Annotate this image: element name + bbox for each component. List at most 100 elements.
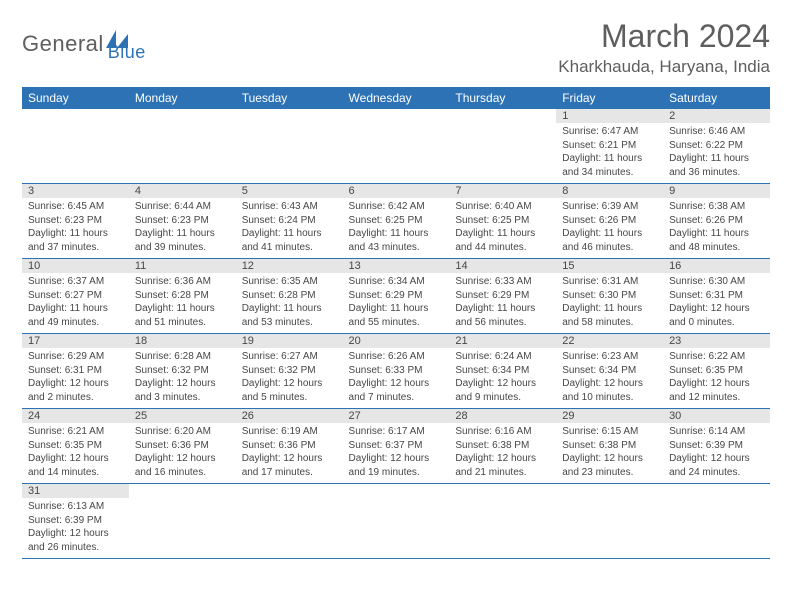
logo: General Blue — [22, 24, 146, 63]
calendar-day-cell: 18Sunrise: 6:28 AMSunset: 6:32 PMDayligh… — [129, 334, 236, 409]
day-details: Sunrise: 6:42 AMSunset: 6:25 PMDaylight:… — [343, 198, 450, 258]
day-number: 25 — [129, 409, 236, 423]
weekday-header: Saturday — [663, 87, 770, 109]
day-details: Sunrise: 6:36 AMSunset: 6:28 PMDaylight:… — [129, 273, 236, 333]
calendar-day-cell: 14Sunrise: 6:33 AMSunset: 6:29 PMDayligh… — [449, 259, 556, 334]
calendar-day-cell: 19Sunrise: 6:27 AMSunset: 6:32 PMDayligh… — [236, 334, 343, 409]
day-details: Sunrise: 6:34 AMSunset: 6:29 PMDaylight:… — [343, 273, 450, 333]
day-number: 22 — [556, 334, 663, 348]
day-details: Sunrise: 6:47 AMSunset: 6:21 PMDaylight:… — [556, 123, 663, 183]
day-details: Sunrise: 6:21 AMSunset: 6:35 PMDaylight:… — [22, 423, 129, 483]
calendar-week-row: 31Sunrise: 6:13 AMSunset: 6:39 PMDayligh… — [22, 484, 770, 559]
day-number: 7 — [449, 184, 556, 198]
calendar-empty-cell — [663, 484, 770, 559]
calendar-day-cell: 25Sunrise: 6:20 AMSunset: 6:36 PMDayligh… — [129, 409, 236, 484]
calendar-week-row: 10Sunrise: 6:37 AMSunset: 6:27 PMDayligh… — [22, 259, 770, 334]
calendar-day-cell: 31Sunrise: 6:13 AMSunset: 6:39 PMDayligh… — [22, 484, 129, 559]
day-number: 23 — [663, 334, 770, 348]
month-title: March 2024 — [558, 18, 770, 55]
day-number: 11 — [129, 259, 236, 273]
header: General Blue March 2024 Kharkhauda, Hary… — [22, 18, 770, 77]
day-number: 10 — [22, 259, 129, 273]
day-details: Sunrise: 6:38 AMSunset: 6:26 PMDaylight:… — [663, 198, 770, 258]
calendar-header-row: SundayMondayTuesdayWednesdayThursdayFrid… — [22, 87, 770, 109]
calendar-empty-cell — [129, 109, 236, 184]
calendar-empty-cell — [449, 109, 556, 184]
day-details: Sunrise: 6:22 AMSunset: 6:35 PMDaylight:… — [663, 348, 770, 408]
calendar-day-cell: 26Sunrise: 6:19 AMSunset: 6:36 PMDayligh… — [236, 409, 343, 484]
calendar-day-cell: 30Sunrise: 6:14 AMSunset: 6:39 PMDayligh… — [663, 409, 770, 484]
day-number: 13 — [343, 259, 450, 273]
calendar-day-cell: 13Sunrise: 6:34 AMSunset: 6:29 PMDayligh… — [343, 259, 450, 334]
day-details: Sunrise: 6:39 AMSunset: 6:26 PMDaylight:… — [556, 198, 663, 258]
day-details: Sunrise: 6:46 AMSunset: 6:22 PMDaylight:… — [663, 123, 770, 183]
day-number: 27 — [343, 409, 450, 423]
weekday-header: Tuesday — [236, 87, 343, 109]
calendar-day-cell: 27Sunrise: 6:17 AMSunset: 6:37 PMDayligh… — [343, 409, 450, 484]
calendar-empty-cell — [449, 484, 556, 559]
calendar-day-cell: 4Sunrise: 6:44 AMSunset: 6:23 PMDaylight… — [129, 184, 236, 259]
day-details: Sunrise: 6:20 AMSunset: 6:36 PMDaylight:… — [129, 423, 236, 483]
day-details: Sunrise: 6:16 AMSunset: 6:38 PMDaylight:… — [449, 423, 556, 483]
calendar-day-cell: 1Sunrise: 6:47 AMSunset: 6:21 PMDaylight… — [556, 109, 663, 184]
calendar-day-cell: 29Sunrise: 6:15 AMSunset: 6:38 PMDayligh… — [556, 409, 663, 484]
weekday-header: Wednesday — [343, 87, 450, 109]
day-details: Sunrise: 6:14 AMSunset: 6:39 PMDaylight:… — [663, 423, 770, 483]
day-details: Sunrise: 6:31 AMSunset: 6:30 PMDaylight:… — [556, 273, 663, 333]
day-details: Sunrise: 6:33 AMSunset: 6:29 PMDaylight:… — [449, 273, 556, 333]
calendar-week-row: 24Sunrise: 6:21 AMSunset: 6:35 PMDayligh… — [22, 409, 770, 484]
calendar-day-cell: 6Sunrise: 6:42 AMSunset: 6:25 PMDaylight… — [343, 184, 450, 259]
day-number: 16 — [663, 259, 770, 273]
day-number: 31 — [22, 484, 129, 498]
calendar-day-cell: 9Sunrise: 6:38 AMSunset: 6:26 PMDaylight… — [663, 184, 770, 259]
day-details: Sunrise: 6:19 AMSunset: 6:36 PMDaylight:… — [236, 423, 343, 483]
day-number: 4 — [129, 184, 236, 198]
day-number: 5 — [236, 184, 343, 198]
day-details: Sunrise: 6:24 AMSunset: 6:34 PMDaylight:… — [449, 348, 556, 408]
calendar-day-cell: 24Sunrise: 6:21 AMSunset: 6:35 PMDayligh… — [22, 409, 129, 484]
weekday-header: Monday — [129, 87, 236, 109]
day-details: Sunrise: 6:30 AMSunset: 6:31 PMDaylight:… — [663, 273, 770, 333]
day-number: 2 — [663, 109, 770, 123]
day-number: 29 — [556, 409, 663, 423]
day-number: 24 — [22, 409, 129, 423]
calendar-day-cell: 17Sunrise: 6:29 AMSunset: 6:31 PMDayligh… — [22, 334, 129, 409]
calendar-week-row: 17Sunrise: 6:29 AMSunset: 6:31 PMDayligh… — [22, 334, 770, 409]
day-number: 21 — [449, 334, 556, 348]
day-details: Sunrise: 6:27 AMSunset: 6:32 PMDaylight:… — [236, 348, 343, 408]
calendar-day-cell: 10Sunrise: 6:37 AMSunset: 6:27 PMDayligh… — [22, 259, 129, 334]
day-number: 14 — [449, 259, 556, 273]
calendar-day-cell: 16Sunrise: 6:30 AMSunset: 6:31 PMDayligh… — [663, 259, 770, 334]
calendar-day-cell: 21Sunrise: 6:24 AMSunset: 6:34 PMDayligh… — [449, 334, 556, 409]
calendar-day-cell: 11Sunrise: 6:36 AMSunset: 6:28 PMDayligh… — [129, 259, 236, 334]
calendar-week-row: 1Sunrise: 6:47 AMSunset: 6:21 PMDaylight… — [22, 109, 770, 184]
calendar-body: 1Sunrise: 6:47 AMSunset: 6:21 PMDaylight… — [22, 109, 770, 559]
day-details: Sunrise: 6:17 AMSunset: 6:37 PMDaylight:… — [343, 423, 450, 483]
calendar-empty-cell — [556, 484, 663, 559]
day-number: 3 — [22, 184, 129, 198]
calendar-empty-cell — [22, 109, 129, 184]
calendar-table: SundayMondayTuesdayWednesdayThursdayFrid… — [22, 87, 770, 559]
weekday-header: Friday — [556, 87, 663, 109]
day-details: Sunrise: 6:23 AMSunset: 6:34 PMDaylight:… — [556, 348, 663, 408]
day-details: Sunrise: 6:29 AMSunset: 6:31 PMDaylight:… — [22, 348, 129, 408]
day-details: Sunrise: 6:28 AMSunset: 6:32 PMDaylight:… — [129, 348, 236, 408]
day-details: Sunrise: 6:44 AMSunset: 6:23 PMDaylight:… — [129, 198, 236, 258]
calendar-day-cell: 15Sunrise: 6:31 AMSunset: 6:30 PMDayligh… — [556, 259, 663, 334]
calendar-day-cell: 8Sunrise: 6:39 AMSunset: 6:26 PMDaylight… — [556, 184, 663, 259]
calendar-day-cell: 12Sunrise: 6:35 AMSunset: 6:28 PMDayligh… — [236, 259, 343, 334]
day-details: Sunrise: 6:13 AMSunset: 6:39 PMDaylight:… — [22, 498, 129, 558]
day-details: Sunrise: 6:45 AMSunset: 6:23 PMDaylight:… — [22, 198, 129, 258]
day-number: 28 — [449, 409, 556, 423]
calendar-empty-cell — [236, 484, 343, 559]
day-number: 26 — [236, 409, 343, 423]
calendar-day-cell: 20Sunrise: 6:26 AMSunset: 6:33 PMDayligh… — [343, 334, 450, 409]
day-details: Sunrise: 6:15 AMSunset: 6:38 PMDaylight:… — [556, 423, 663, 483]
weekday-header: Sunday — [22, 87, 129, 109]
calendar-day-cell: 23Sunrise: 6:22 AMSunset: 6:35 PMDayligh… — [663, 334, 770, 409]
day-number: 6 — [343, 184, 450, 198]
day-number: 15 — [556, 259, 663, 273]
day-number: 8 — [556, 184, 663, 198]
calendar-day-cell: 22Sunrise: 6:23 AMSunset: 6:34 PMDayligh… — [556, 334, 663, 409]
day-details: Sunrise: 6:43 AMSunset: 6:24 PMDaylight:… — [236, 198, 343, 258]
